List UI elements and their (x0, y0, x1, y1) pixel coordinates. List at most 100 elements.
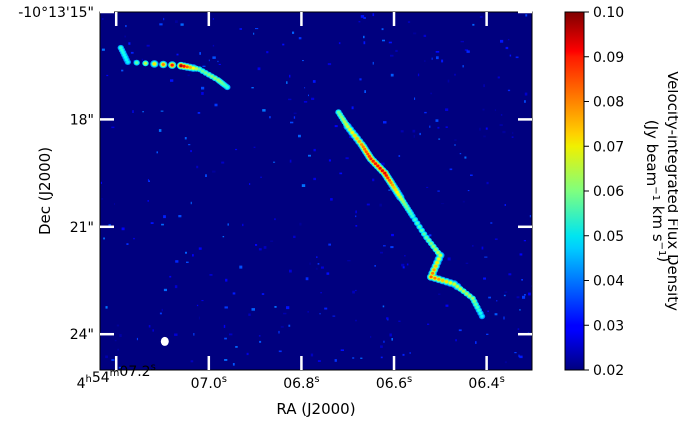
noise-speckle (304, 87, 306, 89)
noise-speckle (255, 28, 259, 30)
noise-speckle (133, 237, 135, 240)
plot-area (99, 10, 533, 371)
noise-speckle (467, 190, 470, 192)
noise-speckle (246, 352, 249, 356)
noise-speckle (118, 366, 122, 369)
emission-blob (188, 66, 192, 69)
noise-speckle (500, 114, 503, 116)
emission-blob (461, 289, 466, 293)
noise-speckle (426, 186, 429, 188)
emission-blob (135, 61, 139, 65)
emission-blob (369, 157, 373, 161)
map-background (100, 12, 532, 370)
noise-speckle (117, 348, 119, 351)
noise-speckle (445, 304, 449, 307)
noise-speckle (383, 340, 385, 343)
emission-blob (407, 209, 412, 213)
noise-speckle (259, 340, 262, 343)
noise-speckle (274, 218, 276, 221)
emission-blob (472, 300, 476, 303)
noise-speckle (196, 304, 199, 307)
noise-speckle (310, 353, 314, 357)
noise-speckle (430, 92, 432, 95)
noise-speckle (412, 129, 416, 133)
noise-speckle (522, 295, 526, 299)
noise-speckle (383, 121, 387, 124)
noise-speckle (454, 73, 456, 76)
noise-speckle (358, 21, 361, 23)
noise-speckle (519, 355, 523, 359)
emission-blob (406, 207, 410, 211)
noise-speckle (372, 178, 375, 182)
noise-speckle (488, 296, 491, 299)
noise-speckle (289, 269, 292, 273)
emission-blob (361, 145, 365, 149)
noise-speckle (119, 334, 122, 337)
noise-speckle (105, 306, 108, 309)
noise-speckle (208, 59, 210, 62)
noise-speckle (383, 245, 386, 247)
emission-blob (404, 205, 408, 208)
noise-speckle (355, 289, 357, 292)
emission-blob (152, 62, 156, 66)
noise-speckle (364, 90, 366, 93)
noise-speckle (121, 227, 125, 231)
noise-speckle (100, 181, 102, 184)
noise-speckle (465, 262, 469, 264)
noise-speckle (111, 126, 115, 129)
noise-speckle (270, 240, 274, 242)
emission-blob (431, 271, 435, 275)
colorbar-tick-label: 0.05 (593, 229, 624, 245)
noise-speckle (332, 315, 336, 317)
noise-speckle (328, 159, 331, 162)
noise-speckle (441, 59, 444, 63)
noise-speckle (235, 148, 238, 151)
noise-speckle (438, 293, 441, 295)
noise-speckle (147, 200, 149, 202)
x-tick-label: 07.0s (191, 374, 227, 392)
noise-speckle (222, 236, 225, 238)
noise-speckle (462, 65, 464, 68)
emission-blob (468, 294, 472, 298)
noise-speckle (524, 100, 526, 103)
noise-speckle (305, 277, 309, 281)
noise-speckle (196, 165, 199, 169)
noise-speckle (445, 126, 448, 128)
noise-speckle (517, 328, 520, 330)
noise-speckle (523, 240, 526, 242)
noise-speckle (212, 56, 216, 59)
noise-speckle (174, 285, 178, 289)
noise-speckle (390, 246, 394, 249)
noise-speckle (401, 263, 405, 267)
emission-blob (448, 281, 452, 285)
noise-speckle (494, 313, 498, 316)
noise-speckle (224, 359, 228, 361)
emission-blob (434, 264, 438, 268)
noise-speckle (338, 42, 341, 45)
noise-speckle (428, 234, 432, 237)
noise-speckle (132, 110, 134, 113)
noise-speckle (290, 121, 294, 124)
noise-speckle (170, 79, 174, 82)
colorbar-gradient (564, 11, 585, 371)
colorbar-tick-label: 0.04 (593, 274, 624, 290)
emission-blob (438, 254, 442, 257)
noise-speckle (490, 222, 493, 224)
noise-speckle (454, 144, 456, 146)
emission-blob (398, 195, 402, 199)
noise-speckle (242, 223, 244, 227)
noise-speckle (251, 87, 254, 89)
noise-speckle (524, 92, 528, 96)
noise-speckle (485, 127, 488, 130)
colorbar-tick-label: 0.03 (593, 318, 624, 334)
noise-speckle (152, 329, 154, 332)
noise-speckle (209, 274, 213, 276)
noise-speckle (274, 306, 277, 308)
noise-speckle (414, 97, 416, 100)
noise-speckle (521, 279, 523, 281)
noise-speckle (261, 293, 265, 295)
emission-blob (435, 261, 439, 264)
noise-speckle (390, 73, 394, 77)
noise-speckle (406, 263, 409, 266)
noise-speckle (320, 292, 322, 294)
